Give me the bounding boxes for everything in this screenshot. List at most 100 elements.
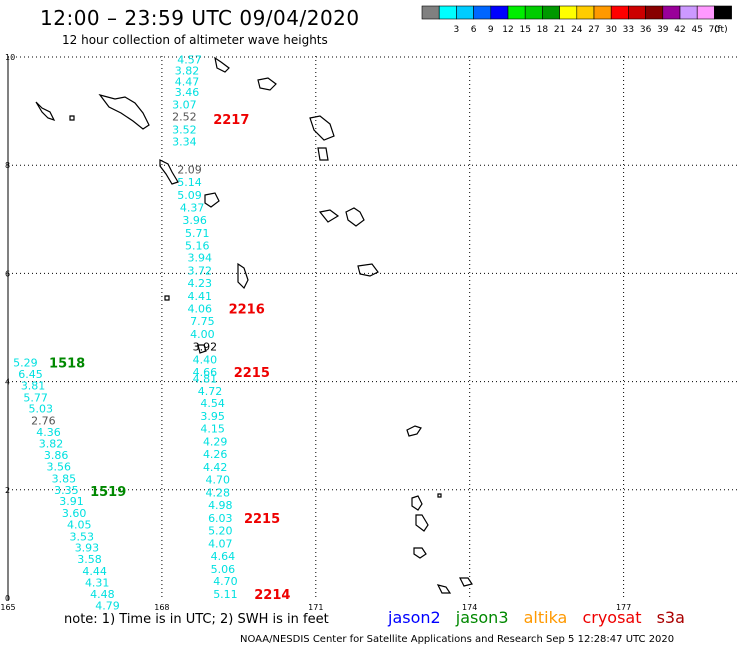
wave-height-label: 3.52 — [172, 123, 197, 136]
mission-jason3: jason3 — [455, 608, 509, 627]
wave-height-label: 4.70 — [213, 575, 238, 588]
island-outline — [197, 344, 207, 354]
wave-height-label: 3.95 — [200, 410, 225, 423]
mission-altika: altika — [523, 608, 568, 627]
wave-height-label: 4.36 — [36, 426, 61, 439]
wave-height-label: 3.86 — [44, 449, 69, 462]
scale-tick-label: 39 — [657, 25, 669, 35]
island-outline — [345, 207, 365, 227]
wave-height-label: 2.76 — [31, 415, 56, 428]
wave-height-label: 2.52 — [172, 111, 197, 124]
island-outline — [411, 495, 423, 511]
wave-height-label: 4.42 — [203, 461, 228, 474]
wave-height-label: 5.09 — [177, 189, 202, 202]
color-swatch — [610, 5, 629, 20]
rev-number-label: 2215 — [244, 512, 280, 527]
wave-height-label: 4.66 — [193, 366, 218, 379]
rev-number-label: 2217 — [213, 113, 249, 128]
island-outline — [204, 192, 220, 208]
wave-height-label: 4.54 — [200, 397, 225, 410]
color-swatch — [438, 5, 457, 20]
mission-legend: jason2 jason3 altika cryosat s3a — [388, 608, 695, 627]
color-swatch — [421, 5, 440, 20]
wave-height-label: 6.03 — [208, 512, 233, 525]
lat-tick-label: 4 — [5, 378, 10, 387]
island-outline — [164, 295, 170, 301]
wave-height-label: 2.09 — [177, 164, 202, 177]
wave-height-label: 4.81 — [193, 372, 218, 385]
wave-height-label: 4.70 — [206, 474, 231, 487]
wave-height-label: 3.58 — [77, 553, 102, 566]
wave-height-values: 4.573.824.473.463.072.523.523.342.095.14… — [13, 54, 238, 613]
scale-tick-label: 33 — [623, 25, 634, 35]
wave-height-label: 5.11 — [213, 588, 238, 601]
wave-height-label: 4.23 — [188, 277, 213, 290]
island-outline — [437, 493, 442, 498]
island-outline — [237, 262, 249, 290]
island-outline — [257, 77, 277, 91]
wave-height-label: 3.56 — [46, 461, 71, 474]
color-swatch — [490, 5, 509, 20]
rev-number-label: 2214 — [254, 588, 290, 603]
scale-tick-label: 36 — [640, 25, 652, 35]
track-rev-labels: 2217 2216 2215 2215 2214 1518 1519 — [49, 113, 290, 603]
scale-tick-label: 30 — [605, 25, 617, 35]
wave-height-label: 7.75 — [190, 315, 215, 328]
lat-lon-grid: 165 168 171 174 177 0 2 4 6 8 10 — [0, 53, 740, 612]
scale-unit-label: (ft) — [714, 25, 728, 35]
color-swatch — [576, 5, 595, 20]
wave-height-label: 4.72 — [198, 385, 223, 398]
lat-tick-label: 2 — [5, 486, 10, 495]
wave-height-label: 4.06 — [188, 303, 213, 316]
lat-tick-label: 8 — [5, 161, 10, 170]
color-swatch — [593, 5, 612, 20]
wave-height-label: 5.29 — [13, 357, 38, 370]
island-outline — [159, 159, 179, 185]
map-subtitle: 12 hour collection of altimeter wave hei… — [62, 33, 328, 47]
wave-height-label: 4.00 — [190, 328, 215, 341]
island-outline — [415, 514, 429, 532]
wave-height-label: 3.82 — [39, 437, 64, 450]
color-swatch — [473, 5, 492, 20]
wave-height-label: 5.71 — [185, 227, 210, 240]
rev-number-label: 2216 — [229, 303, 265, 318]
wave-height-label: 4.37 — [180, 201, 205, 214]
island-outline — [436, 584, 452, 594]
mission-s3a: s3a — [656, 608, 685, 627]
wave-height-label: 3.85 — [52, 472, 76, 485]
island-outline — [413, 547, 427, 559]
scale-tick-label: 3 — [454, 25, 460, 35]
wave-height-label: 4.29 — [203, 436, 228, 449]
color-scale-legend: 3 6 9 12 15 18 21 24 27 30 33 36 39 42 45 70(ft) — [421, 5, 732, 35]
island-outlines — [35, 56, 473, 594]
wave-height-label: 3.72 — [188, 265, 213, 278]
wave-height-label: 4.44 — [82, 565, 107, 578]
lon-tick-label: 174 — [462, 603, 477, 612]
wave-height-label: 4.15 — [200, 423, 225, 436]
island-outline — [98, 93, 150, 130]
scale-tick-label: 9 — [488, 25, 494, 35]
island-outline — [309, 115, 335, 141]
color-swatch — [645, 5, 664, 20]
island-outline — [35, 101, 56, 122]
wave-height-label: 4.31 — [85, 576, 110, 589]
wave-height-label: 3.46 — [175, 86, 200, 99]
wave-height-label: 6.45 — [18, 368, 43, 381]
wave-height-label: 3.34 — [172, 135, 197, 148]
scale-tick-label: 18 — [537, 25, 549, 35]
wave-height-label: 5.16 — [185, 239, 210, 252]
mission-cryosat: cryosat — [582, 608, 642, 627]
rev-number-label: 1518 — [49, 357, 85, 372]
rev-number-label: 2215 — [234, 366, 270, 381]
island-outline — [406, 425, 422, 437]
scale-tick-label: 15 — [519, 25, 530, 35]
wave-height-label: 3.92 — [193, 340, 218, 353]
wave-height-label: 3.94 — [188, 252, 213, 265]
wave-height-label: 3.93 — [75, 542, 100, 555]
color-swatch — [542, 5, 560, 20]
island-outline — [317, 147, 329, 161]
scale-tick-label: 27 — [588, 25, 599, 35]
wave-height-label: 5.77 — [23, 391, 48, 404]
wave-height-label: 3.96 — [182, 214, 207, 227]
mission-jason2: jason2 — [388, 608, 441, 627]
